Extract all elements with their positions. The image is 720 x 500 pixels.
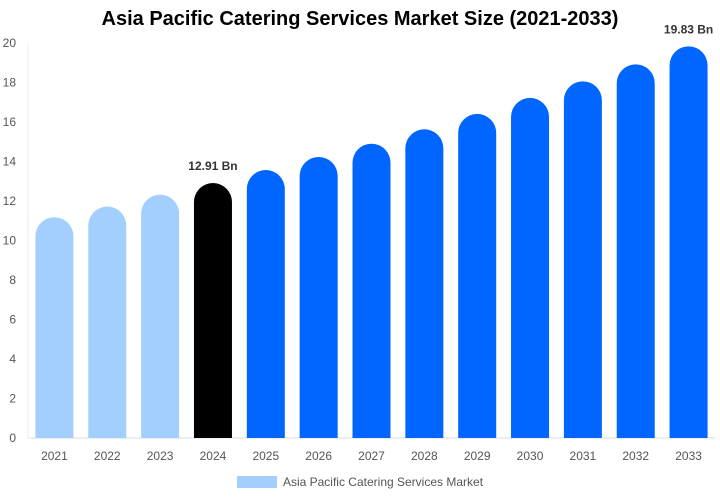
chart-title: Asia Pacific Catering Services Market Si…	[101, 8, 619, 30]
bar-2025	[246, 170, 285, 439]
y-tick-label: 18	[3, 76, 17, 90]
y-tick-label: 14	[3, 155, 17, 169]
x-tick-label: 2021	[41, 449, 68, 463]
legend-label: Asia Pacific Catering Services Market	[282, 475, 484, 489]
bar-2023	[141, 194, 180, 438]
x-tick-label: 2022	[94, 449, 121, 463]
y-tick-label: 0	[9, 431, 16, 445]
y-tick-label: 2	[9, 392, 16, 406]
y-tick-label: 12	[3, 194, 17, 208]
bar-2022	[88, 206, 127, 438]
x-tick-label: 2029	[464, 449, 491, 463]
bar-2029	[458, 113, 497, 438]
y-tick-label: 16	[3, 115, 17, 129]
bar-2030	[511, 97, 550, 438]
bar-2033	[669, 46, 708, 438]
x-tick-label: 2028	[411, 449, 438, 463]
data-label-2024: 12.91 Bn	[188, 159, 237, 173]
x-tick-label: 2033	[675, 449, 702, 463]
bar-2028	[405, 129, 444, 438]
y-tick-label: 10	[3, 234, 17, 248]
bar-2031	[563, 81, 602, 438]
data-label-2033: 19.83 Bn	[664, 22, 713, 36]
y-tick-label: 4	[9, 352, 16, 366]
legend: Asia Pacific Catering Services Market	[0, 475, 720, 489]
x-tick-label: 2026	[305, 449, 332, 463]
bar-2032	[616, 64, 655, 438]
bar-2021	[35, 217, 74, 438]
x-tick-label: 2024	[200, 449, 227, 463]
x-tick-label: 2030	[517, 449, 544, 463]
y-tick-label: 8	[9, 273, 16, 287]
x-tick-label: 2031	[570, 449, 597, 463]
bar-2024	[193, 183, 232, 438]
x-tick-label: 2032	[622, 449, 649, 463]
y-tick-label: 20	[3, 36, 17, 50]
x-tick-label: 2027	[358, 449, 385, 463]
bar-2026	[299, 156, 338, 438]
x-tick-label: 2025	[252, 449, 279, 463]
legend-swatch	[236, 476, 277, 488]
bar-2027	[352, 143, 391, 438]
y-tick-label: 6	[9, 313, 16, 327]
x-tick-label: 2023	[147, 449, 174, 463]
